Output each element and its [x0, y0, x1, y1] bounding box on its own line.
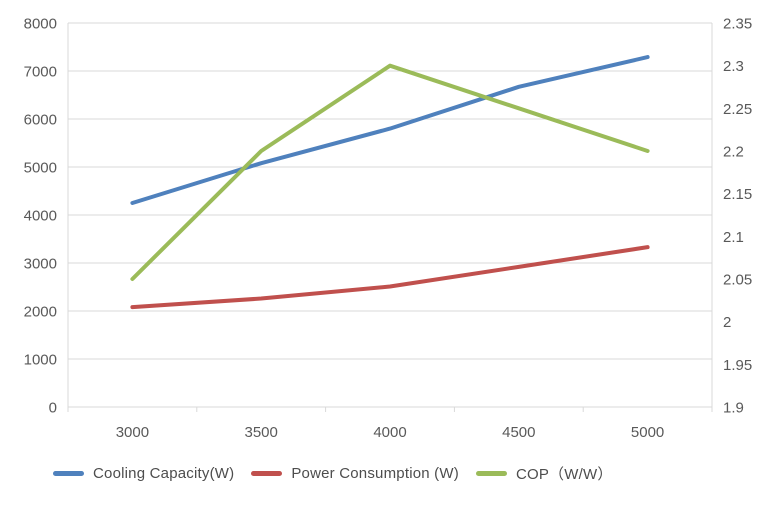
y-axis-left-tick-label: 2000	[24, 304, 57, 321]
x-axis-tick-label: 4500	[502, 424, 535, 441]
y-axis-right-tick-label: 2.3	[723, 58, 744, 75]
legend-label: Cooling Capacity(W)	[93, 465, 235, 482]
legend-label: Power Consumption (W)	[291, 465, 459, 482]
legend-item-2: Power Consumption (W)	[251, 465, 459, 482]
chart-legend: Cooling Capacity(W) Power Consumption (W)…	[53, 463, 613, 484]
series-line-3	[130, 63, 650, 281]
legend-line-swatch	[475, 471, 507, 476]
y-axis-left-tick-label: 3000	[24, 256, 57, 273]
y-axis-right-tick-label: 2.2	[723, 144, 744, 161]
y-axis-right-tick-label: 1.9	[723, 400, 744, 417]
y-axis-right-tick-label: 2.25	[723, 101, 752, 118]
y-axis-right-tick-label: 2.1	[723, 229, 744, 246]
y-axis-left-tick-label: 6000	[24, 112, 57, 129]
x-axis-tick-label: 3500	[245, 424, 278, 441]
x-axis-tick-label: 3000	[116, 424, 149, 441]
y-axis-left-tick-label: 8000	[24, 16, 57, 33]
x-axis-tick-label: 5000	[631, 424, 664, 441]
y-axis-left-tick-label: 4000	[24, 208, 57, 225]
legend-item-1: Cooling Capacity(W)	[53, 465, 234, 482]
legend-label: COP（W/W）	[515, 466, 613, 483]
y-axis-left-tick-label: 7000	[24, 64, 57, 81]
y-axis-right-tick-label: 2.35	[723, 16, 752, 33]
series-line-1	[130, 55, 650, 205]
y-axis-right-tick-label: 2.05	[723, 272, 752, 289]
x-axis-tick-label: 4000	[373, 424, 406, 441]
legend-line-swatch	[251, 471, 283, 476]
chart-svg: 0 1000 2000 3000 4000 5000 6000 7000 8000 1.9 1.95…	[24, 16, 753, 442]
y-axis-left-tick-label: 0	[49, 400, 57, 417]
y-axis-left-tick-label: 5000	[24, 160, 57, 177]
series-line-2	[130, 245, 650, 310]
y-axis-right-tick-label: 2.15	[723, 186, 752, 203]
y-axis-left-tick-label: 1000	[24, 352, 57, 369]
y-axis-right-tick-label: 2	[723, 314, 731, 331]
legend-item-3: COP（W/W）	[475, 463, 613, 484]
legend-line-swatch	[53, 471, 84, 476]
y-axis-right-tick-label: 1.95	[723, 357, 752, 374]
